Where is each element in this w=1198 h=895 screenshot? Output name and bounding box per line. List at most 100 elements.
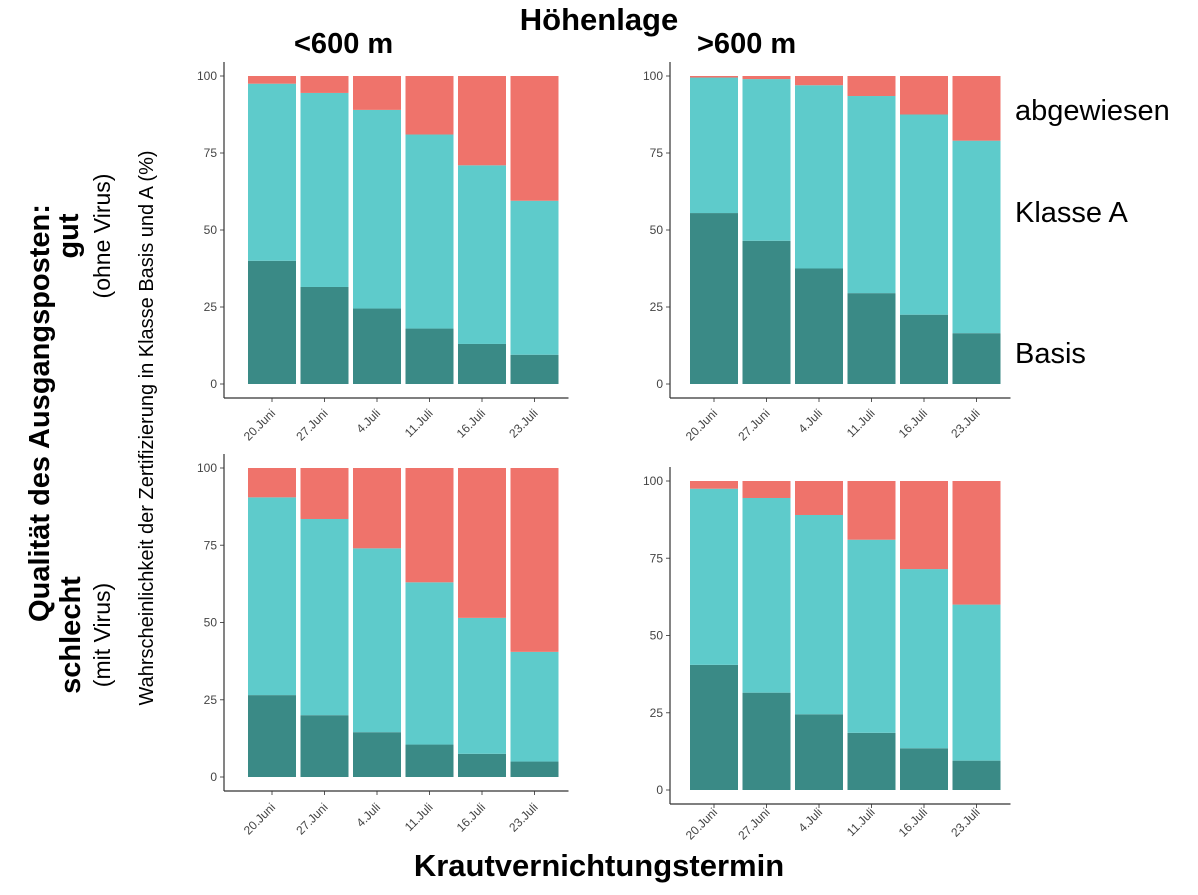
x-tick-label: 23.Juli [948,406,982,440]
y-tick-label: 25 [650,706,664,720]
panel-gut-high: 0 25 50 75 100 20.Juni 27.Juni 4.Juli 11.Juli 16.… [643,62,1011,443]
bar-segment-abgewiesen [795,76,843,86]
column-title-high: >600 m [697,28,797,60]
panel-gut-low: 0 25 50 75 100 20.Juni 27.Juni 4.Juli 11.Juli 16.… [197,62,569,443]
bar-segment-basis [248,260,296,384]
bar-segment-klasse-a [458,165,506,344]
bar-segment-abgewiesen [742,481,791,498]
row-label-gut: gut [53,213,85,259]
bar-segment-abgewiesen [510,468,559,652]
x-tick-label: 4.Juli [353,800,383,830]
y-tick-label: 0 [210,770,217,784]
bar-segment-klasse-a [300,92,349,287]
column-title-low: <600 m [294,28,394,60]
bar-segment-abgewiesen [458,468,506,618]
bar-segment-abgewiesen [900,481,948,570]
bar-segment-abgewiesen [742,76,791,80]
x-tick-label: 16.Juli [454,406,488,440]
bar-segment-klasse-a [458,617,506,754]
y-tick-label: 75 [204,538,218,552]
y-tick-label: 50 [650,223,664,237]
x-tick-label: 23.Juli [506,800,540,834]
x-tick-label: 11.Juli [402,406,436,440]
bar-segment-basis [795,714,843,790]
x-tick-label: 16.Juli [896,406,930,440]
bar-segment-abgewiesen [353,76,401,110]
row-sublabel-schlecht: (mit Virus) [89,582,115,688]
bar-segment-abgewiesen [847,76,896,97]
y-tick-label: 0 [656,377,663,391]
x-tick-label: 20.Juni [241,406,278,443]
bar-segment-basis [847,293,896,384]
bar-segment-abgewiesen [952,76,1001,141]
bar-segment-abgewiesen [952,481,1001,605]
bar-segment-basis [510,761,559,777]
bar-segment-basis [353,732,401,777]
bar-segment-basis [510,354,559,384]
x-tick-label: 23.Juli [506,406,540,440]
bar-segment-basis [248,695,296,777]
y-tick-label: 100 [643,69,663,83]
x-tick-label: 23.Juli [948,805,982,839]
bar-segment-klasse-a [300,518,349,716]
x-tick-label: 27.Juni [735,406,772,443]
x-tick-label: 16.Juli [454,800,488,834]
legend-label-klasse-a: Klasse A [1015,197,1128,229]
row-sublabel-gut: (ohne Virus) [89,173,115,299]
bar-segment-basis [847,732,896,790]
bar-segment-basis [952,760,1001,790]
bar-segment-abgewiesen [847,481,896,540]
y-tick-label: 50 [204,616,218,630]
bar-segment-basis [405,744,454,777]
x-tick-label: 16.Juli [896,805,930,839]
panel-schlecht-high: 0 25 50 75 100 20.Juni 27.Juni 4.Juli 11.Juli 16.… [643,467,1011,842]
x-tick-label: 20.Juni [683,406,720,443]
y-tick-label: 25 [650,300,664,314]
bar-segment-abgewiesen [690,481,738,489]
bar-segment-klasse-a [952,140,1001,334]
bar-segment-basis [690,213,738,384]
y-tick-label: 25 [204,693,218,707]
bar-segment-abgewiesen [405,76,454,135]
y-tick-label: 100 [197,69,217,83]
bar-segment-basis [405,328,454,384]
bar-segment-basis [300,715,349,777]
x-tick-label: 4.Juli [353,406,383,436]
bar-segment-klasse-a [353,109,401,309]
bar-segment-abgewiesen [510,76,559,201]
bar-segment-klasse-a [405,582,454,745]
bar-segment-basis [690,664,738,790]
bar-segment-basis [458,753,506,777]
bar-segment-basis [742,240,791,384]
x-tick-label: 11.Juli [844,805,878,839]
bar-segment-klasse-a [952,604,1001,761]
bar-segment-klasse-a [795,85,843,269]
bar-segment-abgewiesen [405,468,454,583]
bar-segment-basis [952,333,1001,384]
bar-segment-klasse-a [847,539,896,733]
x-tick-label: 4.Juli [795,805,825,835]
y-tick-label: 25 [204,300,218,314]
y-tick-label: 100 [643,474,663,488]
panel-schlecht-low: 0 25 50 75 100 20.Juni 27.Juni 4.Juli 11.Juli 16.… [197,454,569,837]
bar-segment-klasse-a [405,134,454,329]
bar-segment-abgewiesen [248,76,296,84]
bar-segment-basis [795,268,843,384]
y-tick-label: 75 [204,146,218,160]
bar-segment-basis [458,343,506,384]
bar-segment-klasse-a [248,497,296,696]
bar-segment-klasse-a [742,497,791,693]
bar-segment-abgewiesen [300,468,349,519]
bar-segment-basis [353,308,401,384]
bar-segment-abgewiesen [353,468,401,549]
y-tick-label: 0 [656,783,663,797]
legend-label-basis: Basis [1015,338,1086,370]
bar-segment-klasse-a [900,569,948,749]
bar-segment-klasse-a [847,96,896,294]
y-tick-label: 75 [650,551,664,565]
y-tick-label: 50 [650,629,664,643]
x-tick-label: 27.Juni [293,800,330,837]
bar-segment-klasse-a [248,83,296,261]
bar-segment-klasse-a [690,77,738,214]
bar-segment-abgewiesen [458,76,506,166]
